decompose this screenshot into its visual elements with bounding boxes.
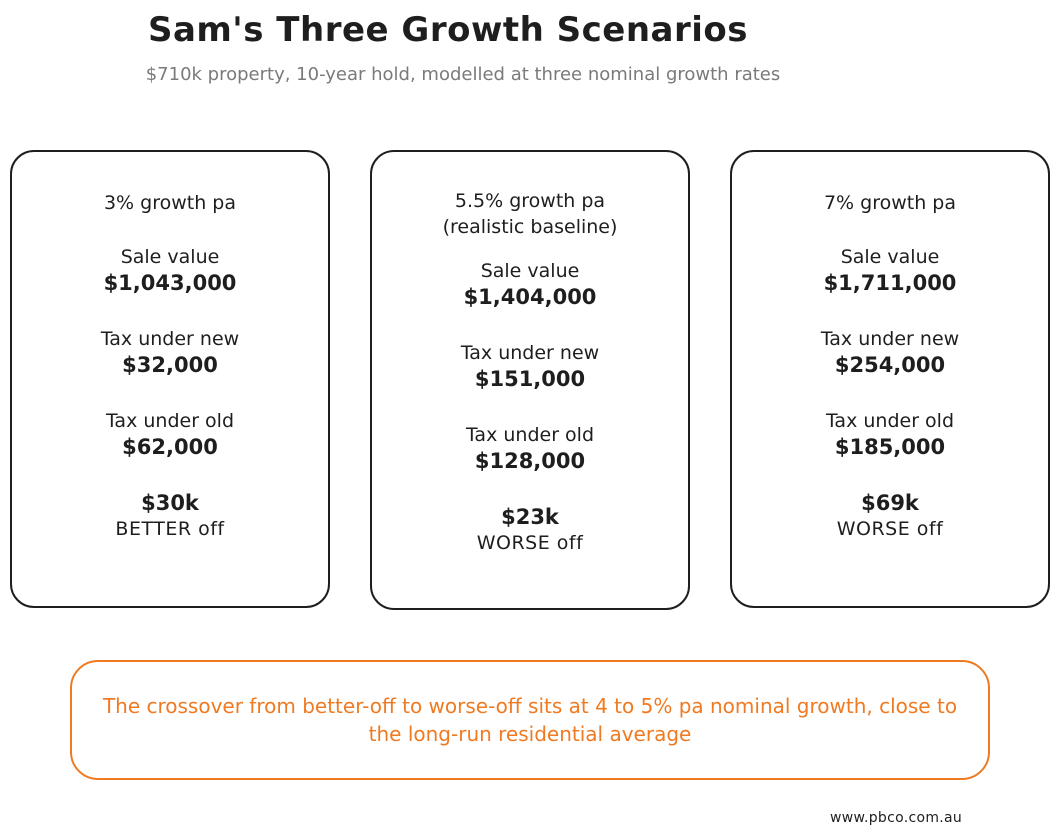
tax-old-block: Tax under old $62,000 [12, 408, 328, 460]
sale-value: $1,711,000 [823, 271, 957, 295]
tax-new-value: $254,000 [834, 353, 946, 377]
tax-new-block: Tax under new $151,000 [372, 340, 688, 392]
scenario-heading: 7% growth pa [732, 190, 1048, 216]
scenario-heading-text: 5.5% growth pa [454, 190, 606, 212]
tax-new-value: $151,000 [474, 367, 586, 391]
result-label: BETTER off [115, 518, 225, 540]
result-value: $69k [861, 491, 919, 515]
scenario-card-low: 3% growth pa Sale value $1,043,000 Tax u… [10, 150, 330, 608]
tax-new-block: Tax under new $254,000 [732, 326, 1048, 378]
sale-value: $1,043,000 [103, 271, 237, 295]
scenario-heading-text: 7% growth pa [823, 192, 957, 214]
result-block: $23k WORSE off [372, 504, 688, 556]
tax-old-value: $185,000 [834, 435, 946, 459]
tax-old-value: $62,000 [122, 435, 218, 459]
sale-value: $1,404,000 [463, 285, 597, 309]
tax-old-value: $128,000 [474, 449, 586, 473]
result-block: $30k BETTER off [12, 490, 328, 542]
result-block: $69k WORSE off [732, 490, 1048, 542]
scenario-card-baseline: 5.5% growth pa (realistic baseline) Sale… [370, 150, 690, 610]
callout-text: The crossover from better-off to worse-o… [102, 694, 958, 746]
sale-value-label: Sale value [120, 246, 220, 268]
tax-new-label: Tax under new [100, 328, 240, 350]
scenario-card-high: 7% growth pa Sale value $1,711,000 Tax u… [730, 150, 1050, 608]
result-label: WORSE off [476, 532, 584, 554]
scenario-heading-text: 3% growth pa [103, 192, 237, 214]
tax-old-label: Tax under old [825, 410, 955, 432]
sale-value-label: Sale value [840, 246, 940, 268]
sale-value-block: Sale value $1,404,000 [372, 258, 688, 310]
tax-old-label: Tax under old [105, 410, 235, 432]
page-title: Sam's Three Growth Scenarios [147, 10, 749, 50]
sale-value-block: Sale value $1,043,000 [12, 244, 328, 296]
scenario-heading: 3% growth pa [12, 190, 328, 216]
tax-old-label: Tax under old [465, 424, 595, 446]
tax-new-label: Tax under new [460, 342, 600, 364]
tax-new-value: $32,000 [122, 353, 218, 377]
tax-old-block: Tax under old $128,000 [372, 422, 688, 474]
tax-old-block: Tax under old $185,000 [732, 408, 1048, 460]
result-value: $23k [501, 505, 559, 529]
footer-url[interactable]: www.pbco.com.au [830, 810, 963, 826]
crossover-callout: The crossover from better-off to worse-o… [70, 660, 990, 780]
result-label: WORSE off [836, 518, 944, 540]
result-value: $30k [141, 491, 199, 515]
sale-value-label: Sale value [480, 260, 580, 282]
sale-value-block: Sale value $1,711,000 [732, 244, 1048, 296]
scenario-heading: 5.5% growth pa (realistic baseline) [372, 188, 688, 240]
page-subtitle: $710k property, 10-year hold, modelled a… [145, 64, 781, 85]
scenario-cards: 3% growth pa Sale value $1,043,000 Tax u… [10, 150, 1052, 610]
tax-new-block: Tax under new $32,000 [12, 326, 328, 378]
tax-new-label: Tax under new [820, 328, 960, 350]
scenario-heading-subtext: (realistic baseline) [442, 216, 618, 238]
